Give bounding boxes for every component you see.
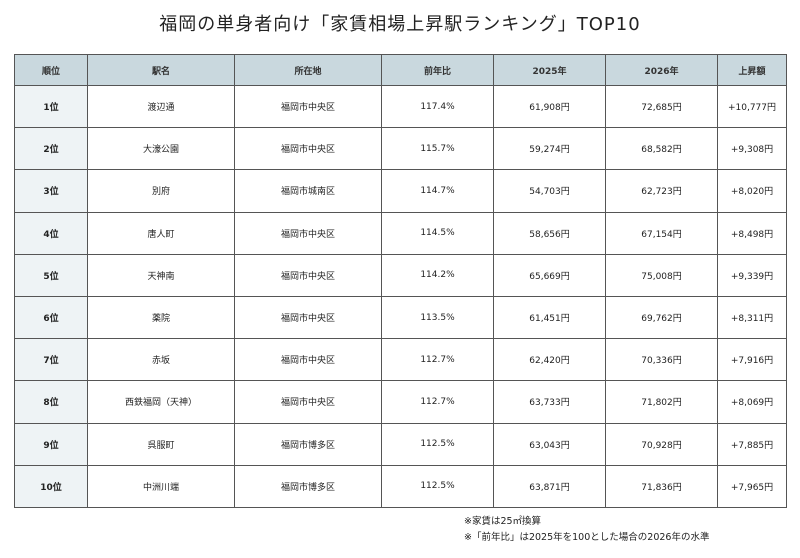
header-2026: 2026年 [605,54,718,86]
rent-2026-cell: 70,336円 [605,338,718,382]
rank-cell: 2位 [14,127,88,171]
table-row: 5位 天神南 福岡市中央区 114.2% 65,669円 75,008円 +9,339円 [14,253,787,297]
rank-cell: 7位 [14,338,88,382]
yoy-cell: 117.4% [381,84,494,129]
increase-cell: +7,916円 [717,338,787,382]
rent-2025-cell: 63,733円 [493,380,606,424]
header-2025: 2025年 [493,54,606,86]
increase-cell: +10,777円 [717,84,787,129]
yoy-cell: 114.5% [381,211,494,255]
rent-2025-cell: 59,274円 [493,127,606,171]
yoy-cell: 112.5% [381,422,494,466]
increase-cell: +7,965円 [717,464,787,508]
station-cell: 赤坂 [87,338,235,382]
header-yoy: 前年比 [381,54,494,86]
table-row: 10位 中洲川端 福岡市博多区 112.5% 63,871円 71,836円 +7,965円 [14,464,787,508]
station-cell: 薬院 [87,295,235,340]
increase-cell: +8,069円 [717,380,787,424]
increase-cell: +8,498円 [717,211,787,255]
table-row: 4位 唐人町 福岡市中央区 114.5% 58,656円 67,154円 +8,498円 [14,211,787,255]
table-row: 2位 大濠公園 福岡市中央区 115.7% 59,274円 68,582円 +9,308円 [14,127,787,171]
location-cell: 福岡市中央区 [234,127,382,171]
rank-cell: 9位 [14,422,88,466]
rent-2026-cell: 68,582円 [605,127,718,171]
rank-cell: 4位 [14,211,88,255]
station-cell: 別府 [87,169,235,213]
increase-cell: +8,311円 [717,295,787,340]
location-cell: 福岡市中央区 [234,295,382,340]
rank-cell: 3位 [14,169,88,213]
yoy-cell: 113.5% [381,295,494,340]
location-cell: 福岡市城南区 [234,169,382,213]
rent-2026-cell: 75,008円 [605,253,718,297]
table-row: 6位 薬院 福岡市中央区 113.5% 61,451円 69,762円 +8,311円 [14,295,787,340]
footnote: ※家賃は25㎡換算 [464,516,542,527]
yoy-cell: 114.7% [381,169,494,213]
rank-cell: 6位 [14,295,88,340]
rank-cell: 5位 [14,253,88,297]
yoy-cell: 114.2% [381,253,494,297]
station-cell: 中洲川端 [87,464,235,508]
rent-2026-cell: 70,928円 [605,422,718,466]
yoy-cell: 112.7% [381,380,494,424]
location-cell: 福岡市中央区 [234,380,382,424]
increase-cell: +8,020円 [717,169,787,213]
rank-cell: 1位 [14,84,88,129]
increase-cell: +9,308円 [717,127,787,171]
page-title: 福岡の単身者向け「家賃相場上昇駅ランキング」TOP10 [159,14,641,35]
location-cell: 福岡市中央区 [234,211,382,255]
table-row: 9位 呉服町 福岡市博多区 112.5% 63,043円 70,928円 +7,885円 [14,422,787,466]
yoy-cell: 112.7% [381,338,494,382]
station-cell: 呉服町 [87,422,235,466]
rent-2025-cell: 54,703円 [493,169,606,213]
rent-2025-cell: 58,656円 [493,211,606,255]
table-row: 1位 渡辺通 福岡市中央区 117.4% 61,908円 72,685円 +10,777円 [14,84,787,129]
yoy-cell: 112.5% [381,464,494,508]
table-header-row: 順位 駅名 所在地 前年比 2025年 2026年 上昇額 [14,54,787,86]
increase-cell: +9,339円 [717,253,787,297]
rent-2026-cell: 72,685円 [605,84,718,129]
rent-2026-cell: 71,802円 [605,380,718,424]
ranking-table: 順位 駅名 所在地 前年比 2025年 2026年 上昇額 1位 渡辺通 福岡市中央… [14,54,787,508]
rent-2025-cell: 62,420円 [493,338,606,382]
station-cell: 天神南 [87,253,235,297]
station-cell: 大濠公園 [87,127,235,171]
footnotes: ※家賃は25㎡換算 ※「前年比」は2025年を100とした場合の2026年の水準 [464,514,709,546]
station-cell: 唐人町 [87,211,235,255]
rank-cell: 8位 [14,380,88,424]
yoy-cell: 115.7% [381,127,494,171]
location-cell: 福岡市中央区 [234,84,382,129]
rent-2025-cell: 65,669円 [493,253,606,297]
header-increase: 上昇額 [717,54,787,86]
header-rank: 順位 [14,54,88,86]
table-row: 3位 別府 福岡市城南区 114.7% 54,703円 62,723円 +8,020円 [14,169,787,213]
header-station: 駅名 [87,54,235,86]
rent-2025-cell: 63,043円 [493,422,606,466]
location-cell: 福岡市博多区 [234,422,382,466]
footnote: ※「前年比」は2025年を100とした場合の2026年の水準 [464,532,710,543]
rent-2026-cell: 67,154円 [605,211,718,255]
increase-cell: +7,885円 [717,422,787,466]
rent-2026-cell: 71,836円 [605,464,718,508]
location-cell: 福岡市中央区 [234,253,382,297]
header-location: 所在地 [234,54,382,86]
rent-2025-cell: 63,871円 [493,464,606,508]
table-row: 7位 赤坂 福岡市中央区 112.7% 62,420円 70,336円 +7,916円 [14,338,787,382]
table-row: 8位 西鉄福岡（天神） 福岡市中央区 112.7% 63,733円 71,802円 +8,0… [14,380,787,424]
rank-cell: 10位 [14,464,88,508]
rent-2026-cell: 69,762円 [605,295,718,340]
location-cell: 福岡市中央区 [234,338,382,382]
rent-2025-cell: 61,908円 [493,84,606,129]
station-cell: 渡辺通 [87,84,235,129]
location-cell: 福岡市博多区 [234,464,382,508]
rent-2025-cell: 61,451円 [493,295,606,340]
station-cell: 西鉄福岡（天神） [87,380,235,424]
rent-2026-cell: 62,723円 [605,169,718,213]
